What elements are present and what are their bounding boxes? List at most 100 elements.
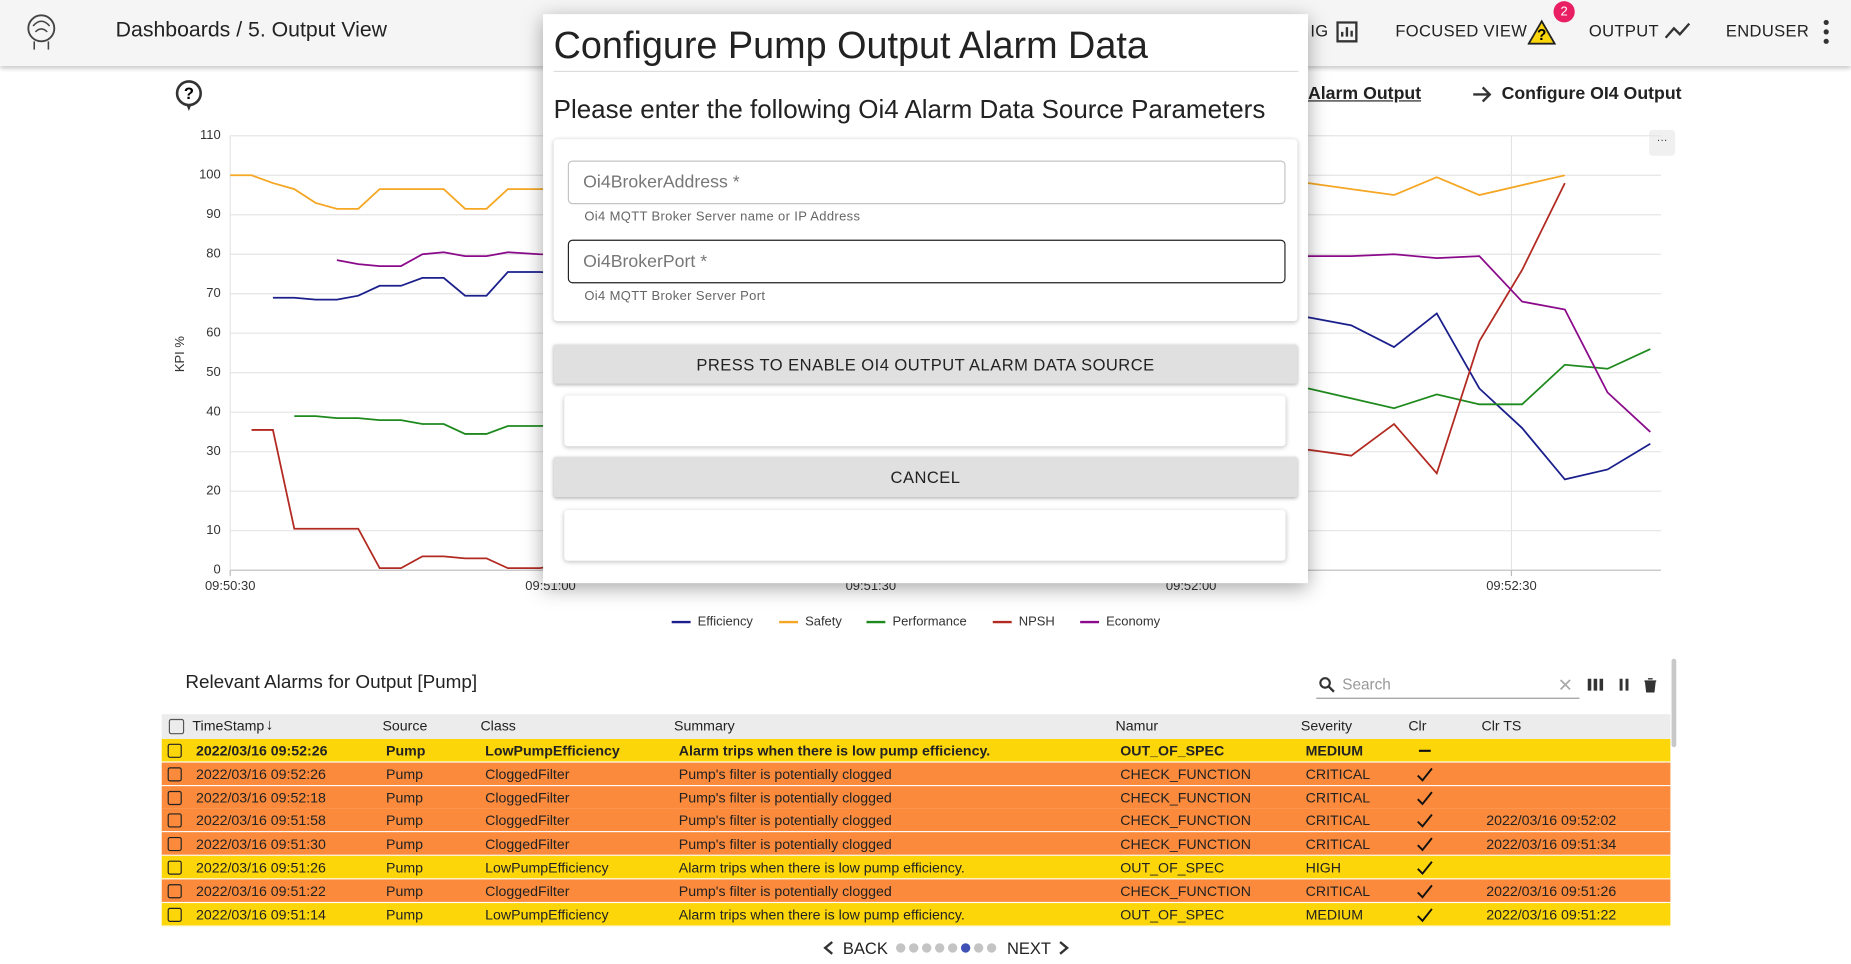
cell-timestamp: 2022/03/16 09:52:26: [195, 742, 328, 760]
cell-source: Pump: [386, 882, 424, 900]
checkbox[interactable]: [167, 743, 182, 758]
table-row[interactable]: 2022/03/16 09:52:26 Pump CloggedFilter Pump…: [161, 762, 1671, 786]
y-tick-label: 90: [206, 206, 220, 221]
warning-icon[interactable]: ?: [1527, 19, 1556, 45]
breadcrumb: Dashboards / 5. Output View: [116, 18, 387, 43]
nav-item[interactable]: OUTPUT: [1588, 21, 1659, 41]
clear-icon[interactable]: [1559, 679, 1571, 691]
column-header: Source: [382, 717, 428, 735]
clear-state-icon: [1417, 837, 1433, 852]
page-dot[interactable]: [986, 943, 997, 953]
breadcrumb-link[interactable]: Dashboards: [115, 17, 231, 42]
chart-icon[interactable]: [1336, 21, 1358, 43]
legend-label[interactable]: Efficiency: [698, 614, 754, 629]
next-button[interactable]: NEXT: [1006, 938, 1052, 958]
cell-class: LowPumpEfficiency: [485, 906, 609, 923]
text-field[interactable]: Oi4BrokerAddress *: [567, 160, 1286, 205]
search-placeholder: Search: [1342, 675, 1391, 693]
help-icon[interactable]: ?: [175, 79, 206, 112]
table-row[interactable]: 2022/03/16 09:52:26 Pump LowPumpEfficiency…: [161, 738, 1671, 763]
table-row[interactable]: 2022/03/16 09:51:30 Pump CloggedFilter Pump…: [161, 832, 1671, 857]
y-tick-label: 40: [206, 404, 220, 419]
y-tick-label: 20: [206, 483, 220, 498]
page-dot[interactable]: [908, 943, 919, 953]
table-row[interactable]: 2022/03/16 09:51:14 Pump LowPumpEfficiency…: [161, 902, 1671, 927]
checkbox[interactable]: [167, 907, 182, 922]
chart-menu-dots: ···: [1657, 134, 1668, 146]
form-card: Oi4BrokerAddress * Oi4 MQTT Broker Serve…: [553, 139, 1298, 322]
svg-text:?: ?: [1537, 27, 1546, 44]
toolbar-icons[interactable]: [1587, 676, 1660, 693]
enable-button[interactable]: PRESS TO ENABLE OI4 OUTPUT ALARM DATA SO…: [553, 344, 1298, 384]
page-dot[interactable]: [921, 943, 932, 953]
badge: 2: [1553, 1, 1575, 23]
text-field[interactable]: Oi4BrokerPort *: [567, 239, 1286, 284]
trend-icon[interactable]: [1664, 21, 1691, 40]
checkbox[interactable]: [167, 883, 182, 899]
checkbox[interactable]: [167, 837, 182, 852]
checkbox[interactable]: [167, 767, 182, 782]
cancel-button[interactable]: CANCEL: [553, 456, 1298, 497]
legend-label[interactable]: NPSH: [1019, 614, 1055, 629]
x-tick-label: 09:50:30: [205, 578, 255, 593]
chevron-left[interactable]: [823, 941, 835, 955]
cell-summary: Pump's filter is potentially clogged: [678, 882, 892, 900]
cell-severity: HIGH: [1305, 859, 1342, 876]
clear-state-icon: [1417, 907, 1433, 922]
nav-item[interactable]: FOCUSED VIEW: [1395, 21, 1528, 41]
legend-label[interactable]: Economy: [1106, 614, 1161, 629]
cell-namur: OUT_OF_SPEC: [1120, 859, 1225, 876]
cell-summary: Pump's filter is potentially clogged: [678, 836, 892, 853]
y-tick-label: 0: [214, 562, 221, 577]
page-dot[interactable]: [973, 943, 984, 953]
legend-label[interactable]: Performance: [892, 614, 966, 629]
cell-clr-ts: 2022/03/16 09:51:22: [1486, 906, 1617, 923]
cell-severity: CRITICAL: [1305, 882, 1371, 900]
y-tick-label: 50: [206, 364, 220, 379]
search-field[interactable]: Search: [1316, 672, 1580, 699]
cell-timestamp: 2022/03/16 09:52:26: [195, 765, 326, 783]
back-button[interactable]: BACK: [842, 938, 888, 958]
checkbox[interactable]: [167, 860, 182, 875]
cell-namur: OUT_OF_SPEC: [1120, 906, 1225, 923]
cell-timestamp: 2022/03/16 09:51:30: [195, 836, 326, 853]
clear-state-icon: [1417, 884, 1433, 899]
dialog-title: Configure Pump Output Alarm Data: [553, 23, 1148, 67]
cell-clr-ts: 2022/03/16 09:51:34: [1486, 836, 1617, 853]
page-dot[interactable]: [934, 943, 945, 953]
table-row[interactable]: 2022/03/16 09:51:58 Pump CloggedFilter Pump…: [161, 809, 1671, 833]
table-row[interactable]: 2022/03/16 09:51:22 Pump CloggedFilter Pump…: [161, 879, 1671, 903]
page-dot[interactable]: [895, 943, 906, 953]
logo[interactable]: [24, 12, 62, 52]
table-row[interactable]: 2022/03/16 09:52:18 Pump CloggedFilter Pump…: [161, 785, 1671, 810]
cell-severity: CRITICAL: [1305, 765, 1371, 783]
cell-severity: MEDIUM: [1305, 906, 1364, 923]
scrollbar[interactable]: [1671, 658, 1677, 748]
checkbox[interactable]: [168, 718, 185, 735]
nav-item[interactable]: IG: [1310, 21, 1329, 41]
cell-summary: Alarm trips when there is low pump effic…: [678, 906, 965, 923]
menu-icon[interactable]: [1821, 18, 1830, 46]
legend-label[interactable]: Safety: [805, 614, 842, 629]
nav-item[interactable]: ENDUSER: [1725, 21, 1810, 41]
page-dot[interactable]: [960, 943, 971, 953]
series-line: [251, 182, 1566, 570]
table-title: Relevant Alarms for Output [Pump]: [185, 672, 478, 693]
column-header: Class: [480, 717, 516, 735]
cell-clr-ts: 2022/03/16 09:51:26: [1486, 882, 1617, 900]
checkbox[interactable]: [167, 813, 182, 828]
step-link[interactable]: Alarm Output: [1307, 83, 1422, 104]
series-line: [272, 271, 1651, 481]
series-line: [336, 251, 1651, 433]
y-tick-label: 80: [206, 246, 220, 261]
table-row[interactable]: 2022/03/16 09:51:26 Pump LowPumpEfficiency…: [161, 855, 1671, 880]
page-dot[interactable]: [947, 943, 958, 953]
checkbox[interactable]: [167, 790, 182, 805]
cell-summary: Pump's filter is potentially clogged: [678, 789, 892, 806]
field-label: Oi4BrokerAddress *: [583, 172, 740, 193]
chevron-right[interactable]: [1058, 941, 1070, 955]
cell-source: Pump: [386, 789, 424, 806]
cell-source: Pump: [386, 742, 426, 760]
